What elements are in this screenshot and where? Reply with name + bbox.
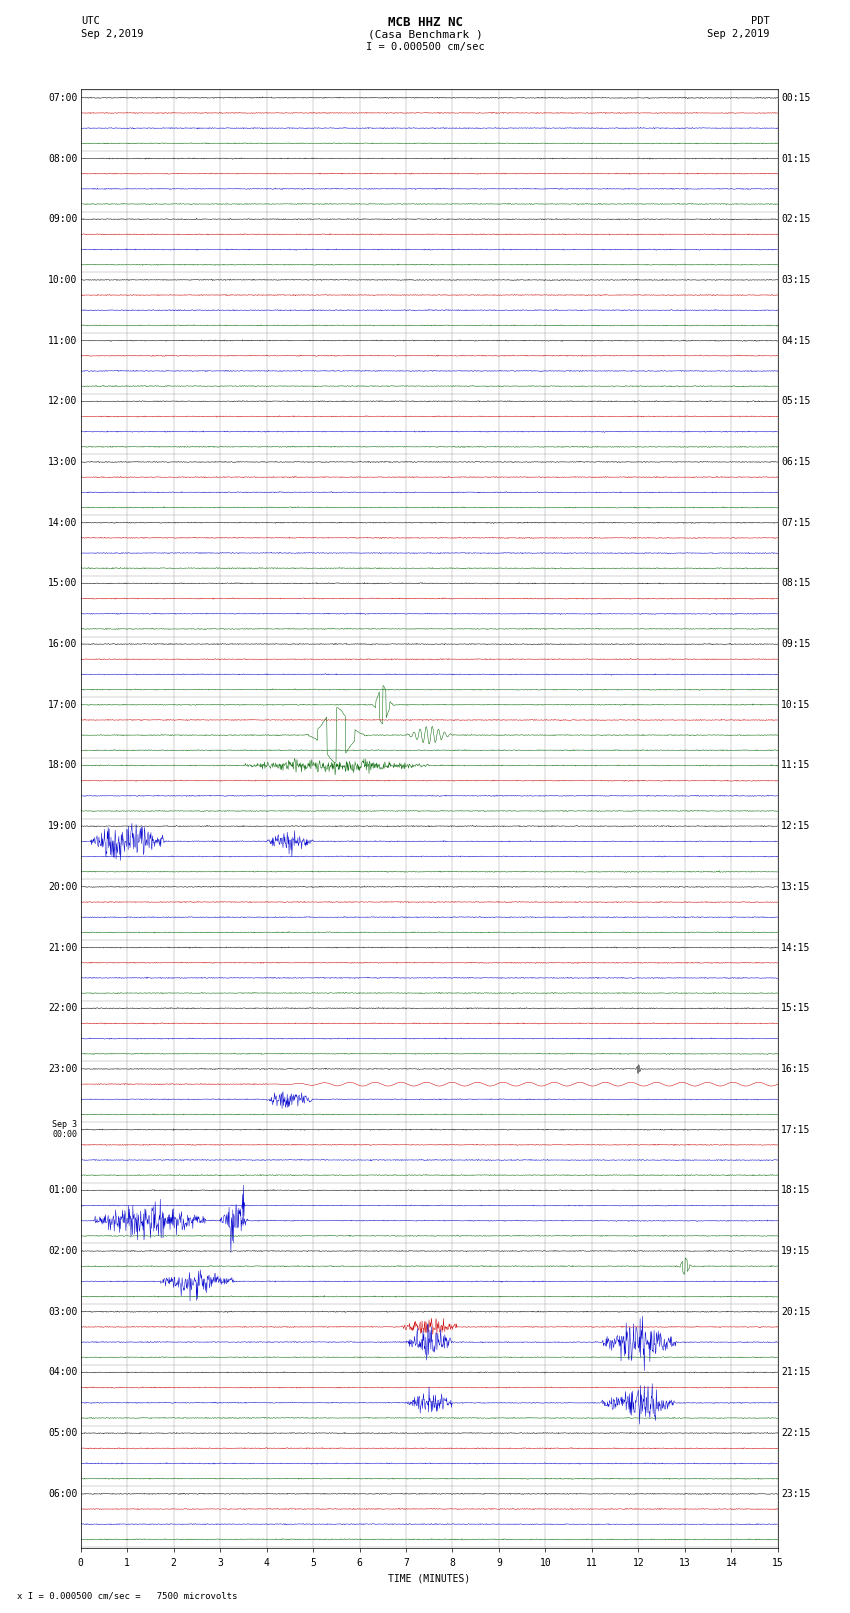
Text: 06:00: 06:00 [48,1489,77,1498]
Text: 06:15: 06:15 [781,456,811,468]
Text: 10:00: 10:00 [48,274,77,286]
Text: 15:00: 15:00 [48,579,77,589]
Text: 19:15: 19:15 [781,1247,811,1257]
Text: 05:15: 05:15 [781,397,811,406]
Text: 14:15: 14:15 [781,942,811,953]
Text: 05:00: 05:00 [48,1428,77,1439]
Text: x I = 0.000500 cm/sec =   7500 microvolts: x I = 0.000500 cm/sec = 7500 microvolts [17,1590,237,1600]
Text: 23:00: 23:00 [48,1065,77,1074]
Text: 04:15: 04:15 [781,336,811,345]
Text: 03:00: 03:00 [48,1307,77,1316]
Text: 15:15: 15:15 [781,1003,811,1013]
Text: 19:00: 19:00 [48,821,77,831]
Text: 07:15: 07:15 [781,518,811,527]
Text: 09:15: 09:15 [781,639,811,648]
Text: 03:15: 03:15 [781,274,811,286]
Text: Sep 2,2019: Sep 2,2019 [81,29,144,39]
Text: 12:00: 12:00 [48,397,77,406]
Text: 07:00: 07:00 [48,94,77,103]
Text: 00:15: 00:15 [781,94,811,103]
Text: 11:00: 11:00 [48,336,77,345]
Text: 21:00: 21:00 [48,942,77,953]
Text: 14:00: 14:00 [48,518,77,527]
Text: 21:15: 21:15 [781,1368,811,1378]
Text: 13:15: 13:15 [781,882,811,892]
Text: MCB HHZ NC: MCB HHZ NC [388,16,462,29]
X-axis label: TIME (MINUTES): TIME (MINUTES) [388,1573,470,1582]
Text: 10:15: 10:15 [781,700,811,710]
Text: PDT: PDT [751,16,769,26]
Text: Sep 3
00:00: Sep 3 00:00 [52,1121,77,1139]
Text: 09:00: 09:00 [48,215,77,224]
Text: 12:15: 12:15 [781,821,811,831]
Text: UTC: UTC [81,16,99,26]
Text: 20:00: 20:00 [48,882,77,892]
Text: 02:15: 02:15 [781,215,811,224]
Text: 08:00: 08:00 [48,153,77,163]
Text: 01:15: 01:15 [781,153,811,163]
Text: 13:00: 13:00 [48,456,77,468]
Text: 16:00: 16:00 [48,639,77,648]
Text: 18:00: 18:00 [48,760,77,771]
Text: (Casa Benchmark ): (Casa Benchmark ) [367,29,483,39]
Text: 23:15: 23:15 [781,1489,811,1498]
Text: 16:15: 16:15 [781,1065,811,1074]
Text: 22:15: 22:15 [781,1428,811,1439]
Text: 18:15: 18:15 [781,1186,811,1195]
Text: 08:15: 08:15 [781,579,811,589]
Text: 11:15: 11:15 [781,760,811,771]
Text: Sep 2,2019: Sep 2,2019 [706,29,769,39]
Text: 22:00: 22:00 [48,1003,77,1013]
Text: 02:00: 02:00 [48,1247,77,1257]
Text: 17:00: 17:00 [48,700,77,710]
Text: 04:00: 04:00 [48,1368,77,1378]
Text: 20:15: 20:15 [781,1307,811,1316]
Text: I = 0.000500 cm/sec: I = 0.000500 cm/sec [366,42,484,52]
Text: 01:00: 01:00 [48,1186,77,1195]
Text: 17:15: 17:15 [781,1124,811,1134]
